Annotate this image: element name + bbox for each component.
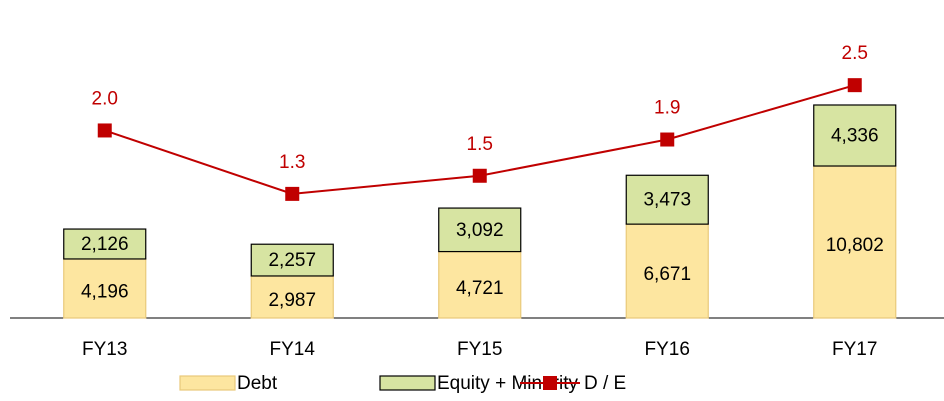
x-tick-label: FY13 xyxy=(82,339,127,360)
legend-label: Debt xyxy=(237,373,278,394)
data-label: 1.5 xyxy=(467,134,493,155)
bar-segment xyxy=(63,228,147,260)
data-label: 1.9 xyxy=(654,98,680,119)
bar-segment xyxy=(63,258,147,319)
data-label: 2.5 xyxy=(842,43,868,64)
data-label: 2,987 xyxy=(268,290,316,311)
data-label: 3,473 xyxy=(643,190,691,211)
bar-segment xyxy=(250,275,334,319)
x-tick-label: FY14 xyxy=(270,339,316,360)
bar-segment xyxy=(625,223,709,319)
data-label: 3,092 xyxy=(456,220,504,241)
line-marker xyxy=(285,186,300,201)
data-label: 2,126 xyxy=(81,234,129,255)
data-label: 4,336 xyxy=(831,126,879,147)
legend-swatch xyxy=(179,375,236,391)
data-label: 4,721 xyxy=(456,278,504,299)
bar-segment xyxy=(250,243,334,277)
x-tick-label: FY17 xyxy=(832,339,877,360)
data-label: 10,802 xyxy=(826,235,884,256)
data-label: 2,257 xyxy=(268,250,316,271)
line-marker xyxy=(97,123,112,138)
legend-marker xyxy=(543,376,557,390)
data-label: 1.3 xyxy=(279,152,305,173)
x-tick-label: FY16 xyxy=(645,339,690,360)
line-marker xyxy=(847,78,862,93)
line-marker xyxy=(660,132,675,147)
data-label: 2.0 xyxy=(92,88,118,109)
data-label: 6,671 xyxy=(643,264,691,285)
x-tick-label: FY15 xyxy=(457,339,502,360)
legend-label: D / E xyxy=(584,373,626,394)
bar-segment xyxy=(813,104,897,167)
legend-swatch xyxy=(379,375,436,391)
bar-segment xyxy=(625,174,709,225)
bar-segment xyxy=(813,165,897,319)
data-label: 4,196 xyxy=(81,281,129,302)
line-marker xyxy=(472,168,487,183)
bar-segment xyxy=(438,207,522,253)
